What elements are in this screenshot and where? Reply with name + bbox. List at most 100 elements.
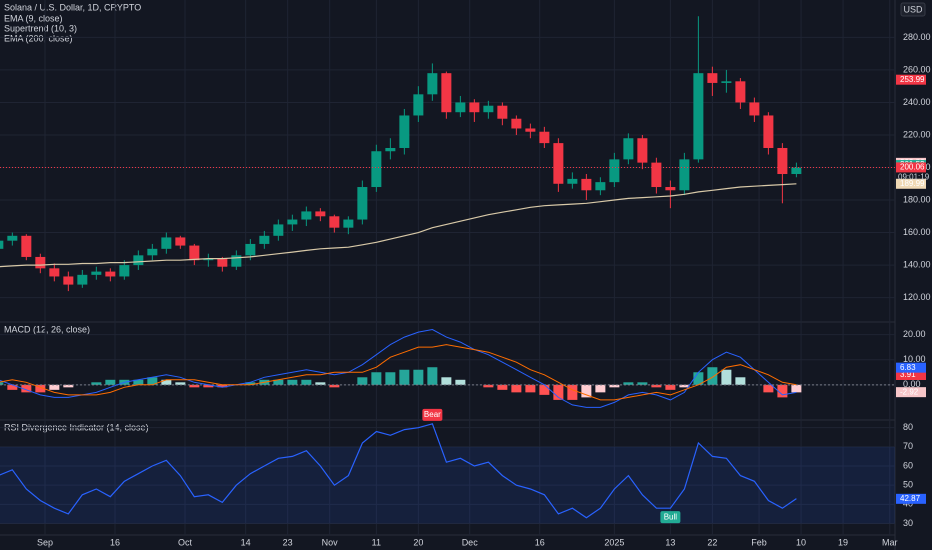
currency-button[interactable] — [900, 2, 926, 17]
price-label: -2.92 — [900, 387, 919, 396]
y-tick-label: 10.00 — [903, 354, 926, 364]
histogram-bar — [483, 384, 494, 388]
x-tick-label: Nov — [322, 537, 339, 547]
candle-body — [161, 237, 172, 249]
x-tick-label: 22 — [707, 537, 717, 547]
histogram-bar — [301, 379, 312, 385]
candle-body — [567, 178, 578, 184]
x-tick-label: 10 — [796, 537, 806, 547]
candle-body — [301, 211, 312, 220]
histogram-bar — [175, 382, 186, 385]
histogram-bar — [217, 384, 228, 388]
candle-body — [735, 81, 746, 103]
histogram-bar — [7, 384, 18, 390]
macd-line — [0, 328, 797, 408]
legend: EMA (200, close) — [4, 33, 73, 43]
histogram-bar — [427, 367, 438, 385]
annotation: Bear — [424, 410, 441, 419]
candle-body — [7, 235, 18, 241]
candle-body — [707, 73, 718, 83]
candle-body — [665, 187, 676, 191]
histogram-bar — [525, 384, 536, 393]
histogram-bar — [371, 372, 382, 385]
histogram-bar — [273, 379, 284, 385]
candle-body — [329, 216, 340, 228]
histogram-bar — [287, 379, 298, 385]
annotation: Bull — [664, 512, 678, 521]
legend: EMA (9, close) — [4, 13, 63, 23]
price-label: 200.06 — [900, 163, 925, 172]
pane-title: MACD (12, 26, close) — [4, 324, 90, 334]
y-tick-label: 140.00 — [903, 259, 931, 269]
histogram-bar — [0, 382, 4, 385]
histogram-bar — [763, 384, 774, 393]
histogram-bar — [133, 379, 144, 385]
histogram-bar — [413, 369, 424, 385]
candle-body — [343, 219, 354, 228]
histogram-bar — [595, 384, 606, 393]
candle-body — [455, 102, 466, 113]
histogram-bar — [21, 384, 32, 393]
histogram-bar — [553, 384, 564, 400]
price-label-box — [896, 162, 926, 173]
price-label-box — [896, 178, 926, 189]
price-label-box — [896, 369, 926, 380]
histogram-bar — [721, 369, 732, 385]
price-label: 189.99 — [900, 179, 925, 188]
candle-body — [203, 258, 214, 261]
candle-body — [721, 81, 732, 83]
candle-body — [0, 240, 4, 249]
candle-body — [469, 102, 480, 113]
histogram-bar — [315, 382, 326, 385]
histogram-bar — [49, 384, 60, 390]
histogram-bar — [609, 384, 620, 388]
annotation-box — [660, 511, 681, 524]
y-tick-label: 280.00 — [903, 32, 931, 42]
histogram-bar — [581, 384, 592, 398]
x-tick-label: Oct — [178, 537, 193, 547]
candle-body — [539, 131, 550, 144]
price-label-box — [896, 387, 926, 398]
candle-body — [21, 235, 32, 257]
candle-body — [217, 258, 228, 267]
candle-body — [483, 105, 494, 113]
price-label: 6.83 — [900, 363, 916, 372]
candle-body — [427, 73, 438, 95]
candle-body — [105, 271, 116, 277]
candle-body — [497, 105, 508, 119]
candle-body — [189, 245, 200, 261]
candle-body — [371, 151, 382, 188]
x-tick-label: 20 — [413, 537, 423, 547]
currency[interactable]: USD — [903, 4, 923, 14]
candle-body — [315, 211, 326, 217]
y-tick-label: 80 — [903, 422, 913, 432]
histogram-bar — [385, 372, 396, 385]
x-tick-label: 14 — [241, 537, 251, 547]
histogram-bar — [91, 382, 102, 385]
histogram-bar — [637, 382, 648, 385]
candle-body — [609, 159, 620, 183]
candle-body — [413, 94, 424, 116]
candle-body — [693, 73, 704, 160]
candle-body — [133, 255, 144, 266]
ema-line — [0, 183, 797, 268]
histogram-bar — [679, 384, 690, 388]
rsi-band — [0, 446, 895, 524]
price-label: 3.91 — [900, 370, 916, 379]
histogram-bar — [455, 379, 466, 385]
x-tick-label: Sep — [37, 537, 53, 547]
histogram-bar — [399, 369, 410, 385]
candle-body — [581, 178, 592, 191]
legend: Supertrend (10, 3) — [4, 23, 77, 33]
candle-body — [91, 271, 102, 275]
x-tick-label: 13 — [665, 537, 675, 547]
candle-body — [259, 235, 270, 244]
x-tick-label: Mar — [882, 537, 898, 547]
rsi-line — [0, 423, 797, 519]
histogram-bar — [693, 372, 704, 385]
histogram-bar — [707, 367, 718, 385]
candle-body — [595, 182, 606, 191]
candle-body — [791, 167, 802, 175]
candle-body — [679, 159, 690, 191]
